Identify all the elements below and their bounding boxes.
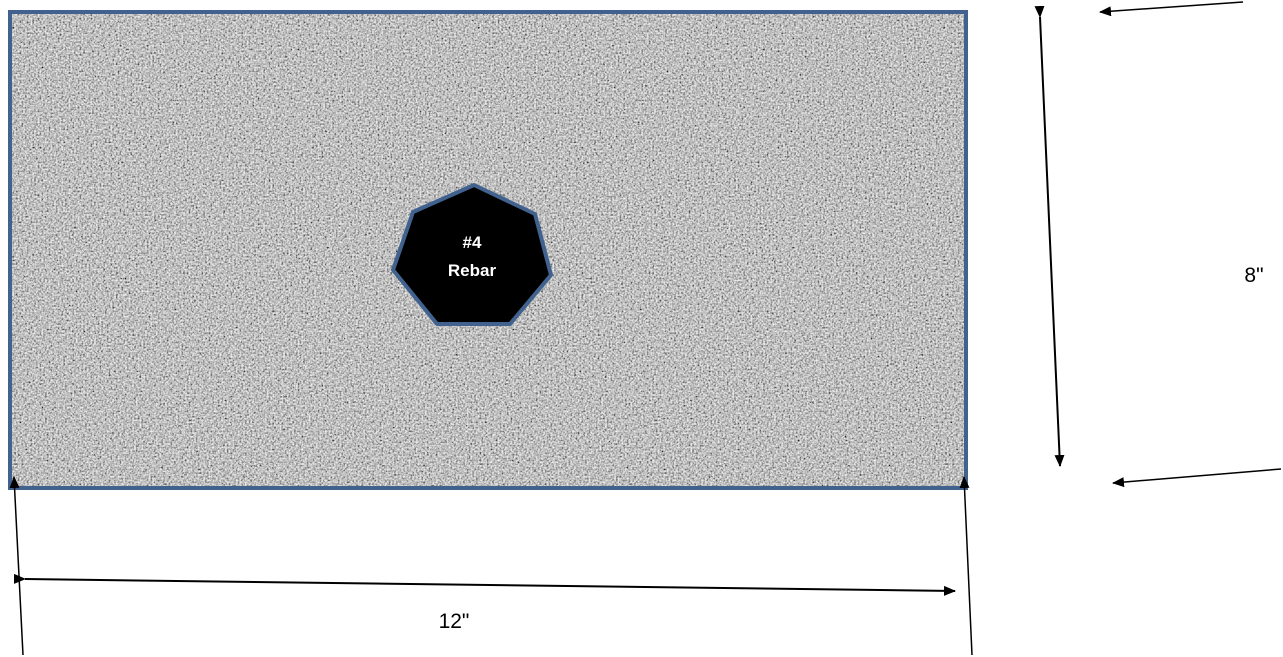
slab-outline bbox=[8, 10, 968, 490]
width-dimension: 12" bbox=[9, 476, 973, 656]
rebar-name-label: Rebar bbox=[448, 261, 497, 280]
rebar-size-label: #4 bbox=[463, 233, 482, 252]
height-dimension-line bbox=[1034, 5, 1065, 467]
height-top-leader bbox=[1099, 1, 1244, 17]
height-bottom-leader bbox=[1112, 468, 1282, 488]
width-dimension-line bbox=[13, 573, 956, 596]
width-left-leader bbox=[9, 476, 24, 656]
rebar-shape bbox=[391, 183, 553, 326]
width-right-leader bbox=[959, 476, 973, 656]
width-label: 12" bbox=[439, 610, 470, 633]
height-label: 8" bbox=[1244, 264, 1263, 287]
rebar: #4 Rebar bbox=[391, 183, 553, 326]
height-dimension: 8" bbox=[1034, 1, 1282, 488]
